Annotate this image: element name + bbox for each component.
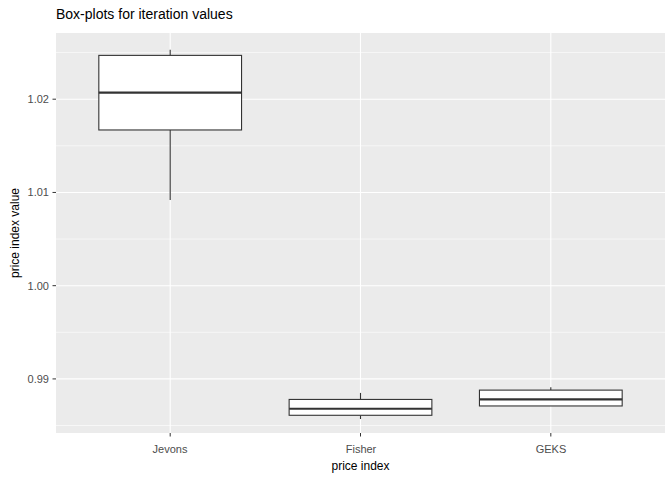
boxplot-figure: Box-plots for iteration values 1.02 1.01… [0, 0, 672, 480]
x-tick-label-geks: GEKS [476, 443, 626, 455]
boxplot-canvas [0, 0, 672, 480]
y-tick-label-1-00: 1.00 [0, 280, 49, 292]
x-tick-label-jevons: Jevons [95, 443, 245, 455]
y-axis-title: price index value [8, 188, 22, 278]
y-tick-label-0-99: 0.99 [0, 373, 49, 385]
chart-title: Box-plots for iteration values [56, 6, 233, 22]
box-geks [479, 390, 622, 406]
x-axis-title: price index [56, 459, 665, 473]
y-tick-label-1-02: 1.02 [0, 93, 49, 105]
box-fisher [289, 399, 432, 415]
x-tick-label-fisher: Fisher [286, 443, 436, 455]
